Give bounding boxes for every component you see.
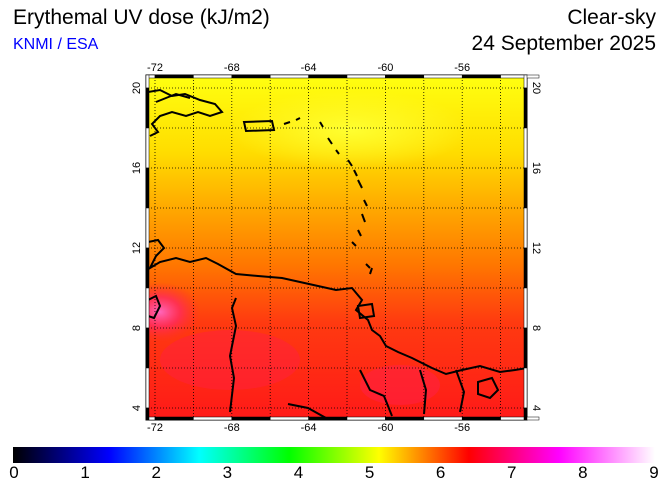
colorbar-label: 4 <box>293 463 304 482</box>
border-segment <box>154 74 194 79</box>
border-segment <box>145 327 150 369</box>
uv-field <box>148 77 525 418</box>
border-segment <box>346 416 386 421</box>
border-segment <box>385 416 425 421</box>
border-segment <box>269 416 309 421</box>
lat-tick-right: 12 <box>530 242 542 254</box>
border-segment <box>523 327 528 369</box>
colorbar-label: 7 <box>507 463 517 482</box>
border-segment <box>154 416 194 421</box>
border-segment <box>145 207 150 249</box>
colorbar-label: 5 <box>364 463 375 482</box>
border-segment <box>523 207 528 249</box>
border-segment <box>423 74 463 79</box>
border-segment <box>145 367 150 409</box>
border-segment <box>145 87 150 129</box>
border-segment <box>308 416 348 421</box>
border-segment <box>523 74 528 89</box>
lon-tick-bottom: -64 <box>301 422 317 434</box>
lon-tick-top: -72 <box>147 62 163 74</box>
border-segment <box>145 74 150 89</box>
border-segment <box>145 287 150 329</box>
lon-tick-bottom: -56 <box>454 422 470 434</box>
colorbar-label: 2 <box>151 463 161 482</box>
lon-tick-top: -56 <box>454 62 470 74</box>
border-segment <box>269 74 309 79</box>
lon-tick-bottom: -72 <box>147 422 163 434</box>
border-segment <box>193 74 233 79</box>
lat-tick-right: 16 <box>530 162 542 174</box>
product-label: Clear-sky <box>567 6 656 29</box>
border-segment <box>145 167 150 209</box>
border-segment <box>461 416 501 421</box>
lon-tick-top: -68 <box>224 62 240 74</box>
map-title: Erythemal UV dose (kJ/m2) <box>13 6 270 29</box>
border-segment <box>231 74 271 79</box>
border-segment <box>145 407 150 421</box>
lat-tick-left: 8 <box>131 325 143 331</box>
border-segment <box>523 247 528 289</box>
lat-tick-left: 20 <box>131 82 143 94</box>
border-segment <box>346 74 386 79</box>
lat-tick-right: 4 <box>530 405 542 411</box>
coastlines <box>148 88 525 418</box>
lon-tick-bottom: -68 <box>224 422 240 434</box>
border-segment <box>461 74 501 79</box>
colorbar-label: 6 <box>435 463 446 482</box>
border-segment <box>523 407 528 421</box>
border-segment <box>145 247 150 289</box>
lat-tick-left: 12 <box>131 242 143 254</box>
colorbar-label: 3 <box>222 463 233 482</box>
border-segment <box>523 367 528 409</box>
border-segment <box>385 74 425 79</box>
border-segment <box>193 416 233 421</box>
colorbar-label: 0 <box>9 463 19 482</box>
map-frame <box>145 74 540 421</box>
border-segment <box>523 167 528 209</box>
border-segment <box>523 87 528 129</box>
border-segment <box>523 287 528 329</box>
colorbar-label: 9 <box>649 463 659 482</box>
border-segment <box>231 416 271 421</box>
lat-tick-right: 8 <box>530 325 542 331</box>
colorbar-label: 8 <box>578 463 588 482</box>
colorbar-label: 1 <box>80 463 90 482</box>
border-segment <box>523 127 528 169</box>
axis-tick-labels: -72 -72 -68 -68 -64 -64 -60 -60 -56 -56 20 20 16 16 12… <box>131 62 542 434</box>
lat-tick-left: 4 <box>131 405 143 411</box>
lon-tick-top: -64 <box>301 62 317 74</box>
border-segment <box>500 74 540 79</box>
lat-tick-right: 20 <box>530 82 542 94</box>
lon-tick-top: -60 <box>377 62 393 74</box>
date-label: 24 September 2025 <box>471 32 656 55</box>
lat-tick-left: 16 <box>131 162 143 174</box>
border-segment <box>308 74 348 79</box>
credit-label: KNMI / ESA <box>13 36 99 53</box>
lon-tick-bottom: -60 <box>377 422 393 434</box>
border-segment <box>145 127 150 169</box>
border-segment <box>500 416 540 421</box>
colorbar <box>13 447 655 463</box>
border-segment <box>423 416 463 421</box>
